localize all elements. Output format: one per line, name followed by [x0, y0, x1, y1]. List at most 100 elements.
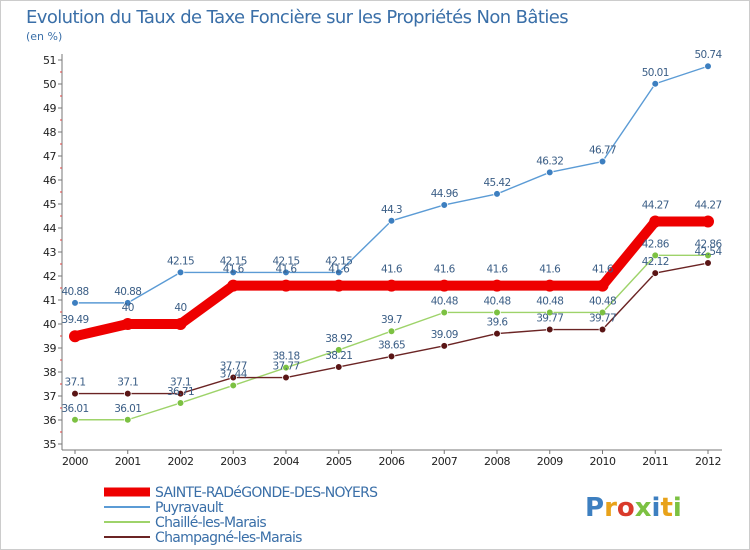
data-label-1: 45.42: [483, 177, 510, 189]
data-label-2: 36.71: [167, 386, 194, 398]
x-tick-label: 2005: [326, 455, 352, 468]
legend-label-2: Chaillé-les-Marais: [155, 515, 266, 531]
data-point-0: [121, 318, 134, 330]
data-label-0: 41.6: [434, 264, 456, 276]
logo-letter: o: [617, 493, 635, 523]
data-point-3: [493, 329, 501, 338]
data-point-3: [176, 389, 185, 398]
y-tick-label: 49: [43, 102, 56, 115]
data-point-1: [493, 190, 501, 198]
data-label-2: 38.92: [325, 333, 352, 345]
data-label-0: 41.6: [223, 264, 245, 276]
data-label-3: 39.6: [487, 317, 509, 329]
data-label-0: 44.27: [642, 200, 669, 212]
data-label-1: 50.01: [642, 67, 669, 79]
y-tick-label: 45: [43, 198, 56, 211]
y-tick-label: 36: [43, 414, 56, 427]
y-tick-label: 47: [43, 150, 56, 163]
data-label-1: 50.74: [694, 49, 722, 61]
data-label-0: 44.27: [694, 200, 721, 212]
x-tick-label: 2001: [115, 455, 141, 468]
data-label-2: 36.01: [61, 403, 88, 415]
data-point-2: [334, 346, 343, 354]
data-point-1: [651, 79, 660, 88]
data-point-1: [545, 168, 554, 177]
data-label-1: 42.15: [167, 255, 194, 267]
data-label-0: 41.6: [539, 264, 561, 276]
data-label-0: 40: [174, 302, 186, 314]
y-tick-label: 38: [43, 366, 56, 379]
chart-title: Evolution du Taux de Taxe Foncière sur l…: [26, 7, 568, 28]
data-label-1: 42.15: [220, 255, 247, 267]
data-label-2: 40.48: [483, 295, 510, 307]
data-label-1: 44.96: [431, 188, 459, 200]
data-point-2: [229, 381, 238, 390]
data-label-1: 42.15: [272, 255, 299, 267]
logo-letter: i: [652, 493, 661, 523]
data-label-3: 37.1: [117, 377, 138, 389]
data-label-2: 40.48: [431, 295, 458, 307]
data-point-1: [598, 157, 607, 166]
data-label-3: 37.1: [170, 377, 191, 389]
x-tick-label: 2006: [379, 455, 405, 468]
y-tick-label: 37: [43, 390, 56, 403]
axes: 35 36 37 38 39 40 41 42 43 44 45 46 47 48 49 50 51 2000 20…: [43, 54, 722, 468]
data-point-1: [123, 299, 132, 307]
data-label-3: 37.77: [272, 361, 299, 373]
legend: SAINTE-RADéGONDE-DES-NOYERSPuyravaultCha…: [104, 485, 379, 546]
data-point-0: [332, 279, 345, 292]
data-point-0: [227, 279, 240, 292]
data-point-3: [334, 363, 343, 371]
data-point-3: [71, 389, 79, 398]
x-tick-label: 2004: [273, 455, 299, 468]
logo-letter: t: [660, 493, 672, 523]
data-label-3: 42.12: [642, 256, 669, 268]
data-point-1: [229, 268, 238, 277]
y-tick-label: 35: [43, 438, 56, 451]
data-point-0: [543, 279, 556, 292]
data-point-1: [71, 299, 79, 307]
data-point-1: [282, 268, 290, 277]
x-tick-label: 2011: [642, 455, 668, 468]
data-point-0: [280, 279, 292, 292]
data-label-2: 36.01: [114, 403, 141, 415]
x-tick-label: 2003: [220, 455, 246, 468]
data-label-1: 46.77: [589, 145, 616, 157]
data-label-0: 41.6: [276, 264, 298, 276]
y-tick-label: 46: [43, 174, 56, 187]
logo-letter: x: [635, 493, 652, 523]
data-point-3: [282, 373, 290, 382]
data-point-2: [387, 327, 396, 336]
x-tick-label: 2012: [695, 455, 721, 468]
y-tick-label: 42: [43, 270, 56, 283]
data-label-2: 37.44: [220, 368, 248, 380]
y-tick-label: 40: [43, 318, 56, 331]
legend-label-0: SAINTE-RADéGONDE-DES-NOYERS: [155, 485, 378, 501]
data-point-2: [440, 308, 449, 317]
data-label-1: 44.3: [381, 204, 402, 216]
y-tick-label: 39: [43, 342, 56, 355]
series-layer: [69, 62, 714, 424]
x-tick-label: 2010: [590, 455, 616, 468]
data-label-1: 46.32: [536, 155, 563, 167]
data-label-3: 42.54: [694, 246, 722, 258]
data-point-0: [174, 318, 187, 330]
data-point-3: [229, 373, 238, 382]
data-label-1: 40.88: [114, 286, 141, 298]
data-label-0: 41.6: [592, 264, 614, 276]
data-point-2: [176, 399, 185, 407]
x-tick-label: 2002: [168, 455, 194, 468]
x-tick-label: 2000: [62, 455, 88, 468]
data-point-2: [282, 363, 290, 372]
data-point-0: [596, 279, 609, 292]
data-label-3: 39.77: [589, 313, 616, 325]
data-point-1: [176, 268, 185, 277]
data-point-3: [387, 352, 396, 361]
data-point-0: [702, 215, 714, 228]
y-tick-label: 41: [43, 294, 56, 307]
data-label-3: 39.77: [536, 313, 563, 325]
proxiti-logo: Proxiti: [585, 493, 682, 523]
data-point-3: [440, 342, 449, 350]
